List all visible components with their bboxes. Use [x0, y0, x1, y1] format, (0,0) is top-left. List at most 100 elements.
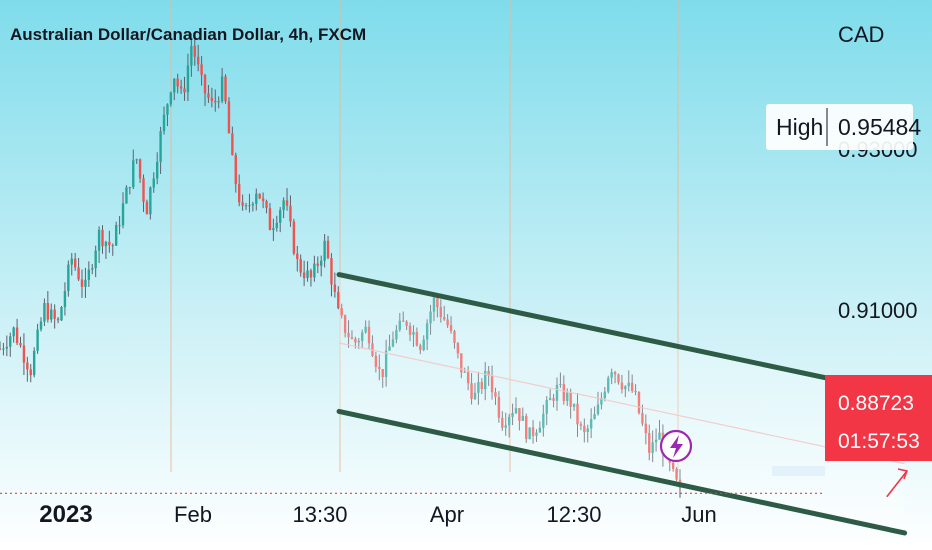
candle-body [651, 442, 654, 453]
price-badge: 0.88723 01:57:53 [825, 375, 932, 461]
candle-body [525, 415, 528, 440]
candle-body [292, 221, 296, 254]
candle-body [149, 187, 152, 215]
candle-body [313, 263, 316, 278]
candle-body [302, 272, 306, 279]
candle-body [12, 327, 15, 337]
candle-body [412, 332, 415, 335]
candle-body [555, 384, 559, 401]
candle-body [145, 201, 149, 215]
candle-body [463, 371, 466, 373]
candle-body [569, 392, 572, 407]
candle-body [333, 284, 337, 292]
axis-corner-patch [772, 466, 825, 476]
candle-body [572, 403, 576, 407]
candle-body [388, 346, 391, 351]
candle-body [538, 427, 542, 433]
candle-body [535, 432, 538, 436]
candle-body [432, 297, 436, 312]
candle-body [5, 346, 9, 349]
candle-body [613, 372, 617, 375]
candle-body [497, 396, 501, 418]
candle-body [152, 178, 155, 188]
channel-midline [338, 342, 905, 465]
channel-lower-line [336, 408, 908, 536]
time-tick-label-4: 12:30 [546, 502, 601, 527]
candle-body [166, 104, 169, 115]
candle-body [521, 415, 525, 421]
candle-body [644, 423, 648, 434]
candle-body [114, 225, 118, 246]
time-axis: 2023 Feb 13:30 Apr 12:30 Jun [39, 501, 716, 528]
candle-body [617, 374, 620, 383]
candle-body [121, 203, 125, 226]
candle-body [217, 101, 220, 103]
candle-body [648, 433, 651, 453]
candle-body [200, 64, 203, 75]
candle-body [337, 291, 340, 309]
candle-body [579, 424, 583, 426]
candle-body [248, 205, 251, 207]
time-tick-label-3: Apr [430, 502, 464, 527]
candle-body [203, 74, 207, 94]
candle-body [73, 258, 77, 268]
candle-body [138, 159, 142, 179]
candle-body [487, 370, 490, 376]
countdown-value: 01:57:53 [838, 430, 920, 453]
price-tick-label-1: 0.91000 [838, 298, 918, 323]
candle-body [316, 263, 319, 266]
channel-upper-line [336, 272, 908, 398]
candle-body [46, 303, 50, 320]
candle-body [132, 160, 135, 188]
candle-body [466, 371, 470, 384]
candle-body [9, 336, 12, 347]
candle-body [675, 468, 678, 480]
candle-body [173, 78, 176, 93]
candle-body [159, 131, 162, 162]
descending-channel [336, 272, 908, 536]
candle-body [630, 382, 634, 392]
candle-body [436, 297, 439, 308]
candle-body [603, 391, 607, 399]
candle-body [53, 309, 56, 319]
candle-body [671, 462, 675, 469]
candle-body [507, 416, 511, 426]
candlestick-series [0, 33, 682, 498]
candle-body [576, 403, 579, 425]
candle-body [234, 155, 237, 185]
candle-body [548, 398, 552, 401]
projection-arrow-shaft [886, 470, 908, 498]
candle-body [176, 78, 179, 87]
candle-body [446, 319, 449, 326]
candle-body [456, 342, 460, 354]
candle-body [244, 205, 248, 207]
candle-body [593, 414, 596, 420]
candle-body [634, 391, 637, 393]
candle-body [470, 383, 473, 399]
candle-body [654, 439, 658, 443]
candle-body [162, 114, 166, 132]
candle-body [504, 425, 507, 428]
current-price-value: 0.88723 [838, 392, 914, 415]
candle-body [207, 93, 210, 98]
candle-body [354, 338, 357, 343]
candle-body [477, 382, 480, 393]
candle-body [108, 241, 111, 246]
candle-body [624, 386, 627, 390]
candle-body [398, 320, 401, 330]
candle-body [155, 161, 159, 179]
candle-body [251, 203, 255, 206]
candle-body [118, 225, 121, 227]
candle-body [60, 307, 63, 321]
candle-body [231, 133, 234, 156]
candle-body [449, 325, 453, 332]
time-separators [170, 0, 679, 472]
flash-icon[interactable] [659, 429, 693, 463]
candle-body [183, 88, 186, 93]
candle-body [484, 370, 487, 390]
candle-body [381, 369, 384, 377]
candle-body [142, 178, 145, 202]
candle-body [340, 308, 343, 316]
candle-body [261, 198, 265, 201]
